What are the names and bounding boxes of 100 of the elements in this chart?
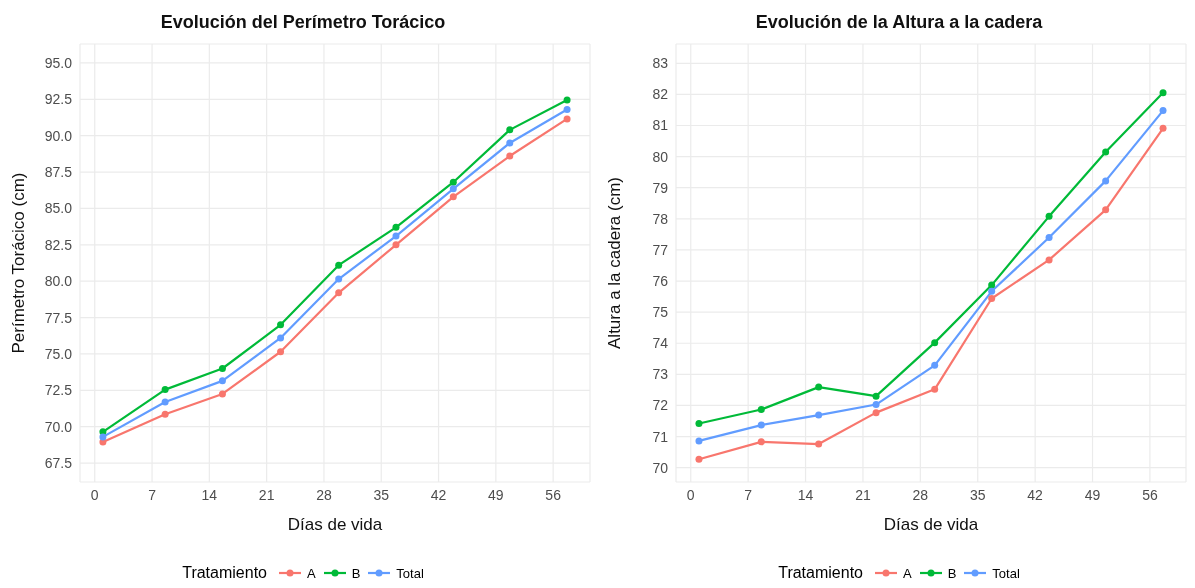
- point: [815, 440, 823, 448]
- y-tick-label: 70.0: [44, 418, 73, 435]
- point: [872, 401, 880, 409]
- x-axis-title: Días de vida: [883, 515, 979, 534]
- point: [449, 178, 457, 186]
- x-tick-label: 0: [686, 486, 695, 503]
- point: [872, 409, 880, 417]
- point: [335, 275, 343, 283]
- x-tick-label: 21: [855, 486, 871, 503]
- point: [695, 437, 703, 445]
- point: [506, 126, 514, 134]
- x-tick-label: 21: [258, 486, 275, 503]
- point: [161, 398, 169, 406]
- y-tick-label: 92.5: [44, 91, 73, 108]
- point: [815, 411, 823, 419]
- y-tick-label: 72.5: [44, 382, 73, 399]
- x-tick-label: 28: [912, 486, 929, 503]
- y-tick-label: 87.5: [44, 164, 73, 181]
- point: [277, 348, 285, 356]
- point: [392, 241, 400, 249]
- point: [506, 139, 514, 147]
- point: [1045, 233, 1053, 241]
- legend-label: B: [947, 565, 957, 581]
- y-axis-title: Altura a la cadera (cm): [605, 177, 625, 349]
- point: [1045, 256, 1053, 264]
- x-tick-label: 56: [545, 486, 562, 503]
- point: [161, 386, 169, 394]
- legend-label: Total: [992, 565, 1020, 581]
- x-tick-label: 49: [488, 486, 504, 503]
- point: [218, 377, 226, 385]
- y-tick-label: 77: [652, 241, 669, 258]
- y-tick-label: 72: [652, 397, 669, 414]
- x-tick-label: 7: [744, 486, 753, 503]
- y-tick-label: 76: [652, 273, 669, 290]
- x-tick-label: 14: [797, 486, 814, 503]
- legend-title: Tratamiento: [778, 564, 863, 582]
- point: [335, 289, 343, 297]
- point: [506, 152, 514, 160]
- point: [563, 105, 571, 113]
- chart-title: Evolución del Perímetro Torácico: [159, 12, 447, 34]
- point: [392, 223, 400, 231]
- x-tick-label: 0: [90, 486, 99, 503]
- x-tick-label: 42: [430, 486, 447, 503]
- x-axis-title: Días de vida: [287, 515, 383, 534]
- y-tick-label: 81: [652, 117, 669, 134]
- point: [335, 261, 343, 269]
- y-tick-label: 67.5: [44, 455, 73, 472]
- chart-title: Evolución de la Altura a la cadera: [754, 12, 1044, 34]
- legend-title: Tratamiento: [182, 564, 267, 582]
- y-axis-title: Perímetro Torácico (cm): [9, 172, 29, 354]
- point: [563, 115, 571, 123]
- y-tick-label: 71: [652, 428, 669, 445]
- y-tick-label: 78: [652, 210, 669, 227]
- point: [218, 390, 226, 398]
- point: [695, 455, 703, 463]
- legend-label: Total: [396, 565, 424, 581]
- x-tick-label: 14: [201, 486, 218, 503]
- point: [277, 334, 285, 342]
- point: [931, 361, 939, 369]
- point: [449, 193, 457, 201]
- point: [988, 281, 996, 289]
- point: [392, 232, 400, 240]
- legend-label: A: [902, 565, 912, 581]
- point: [757, 438, 765, 446]
- point: [1045, 212, 1053, 220]
- point: [1102, 177, 1110, 185]
- x-tick-label: 42: [1027, 486, 1044, 503]
- x-tick-label: 7: [148, 486, 157, 503]
- point: [872, 392, 880, 400]
- point: [161, 410, 169, 418]
- point: [1102, 206, 1110, 214]
- point: [757, 421, 765, 429]
- x-tick-label: 49: [1084, 486, 1101, 503]
- y-tick-label: 75: [652, 304, 669, 321]
- point: [931, 339, 939, 347]
- point: [695, 420, 703, 428]
- point: [99, 433, 107, 441]
- y-tick-label: 79: [652, 179, 669, 196]
- y-tick-label: 82.5: [44, 236, 73, 253]
- point: [815, 383, 823, 391]
- point: [563, 96, 571, 104]
- y-tick-label: 77.5: [44, 309, 73, 326]
- y-tick-label: 70: [652, 459, 669, 476]
- point: [1159, 124, 1167, 132]
- x-tick-label: 35: [373, 486, 390, 503]
- y-tick-label: 75.0: [44, 345, 73, 362]
- y-tick-label: 80.0: [44, 273, 73, 290]
- point: [988, 287, 996, 295]
- y-tick-label: 82: [652, 86, 669, 103]
- legend-label: A: [306, 565, 316, 581]
- point: [1159, 89, 1167, 97]
- x-tick-label: 56: [1142, 486, 1158, 503]
- y-tick-label: 85.0: [44, 200, 73, 217]
- y-tick-label: 95.0: [44, 54, 73, 71]
- y-tick-label: 80: [652, 148, 669, 165]
- x-tick-label: 28: [316, 486, 332, 503]
- point: [988, 294, 996, 302]
- point: [218, 365, 226, 372]
- x-tick-label: 35: [969, 486, 986, 503]
- legend-label: B: [351, 565, 361, 581]
